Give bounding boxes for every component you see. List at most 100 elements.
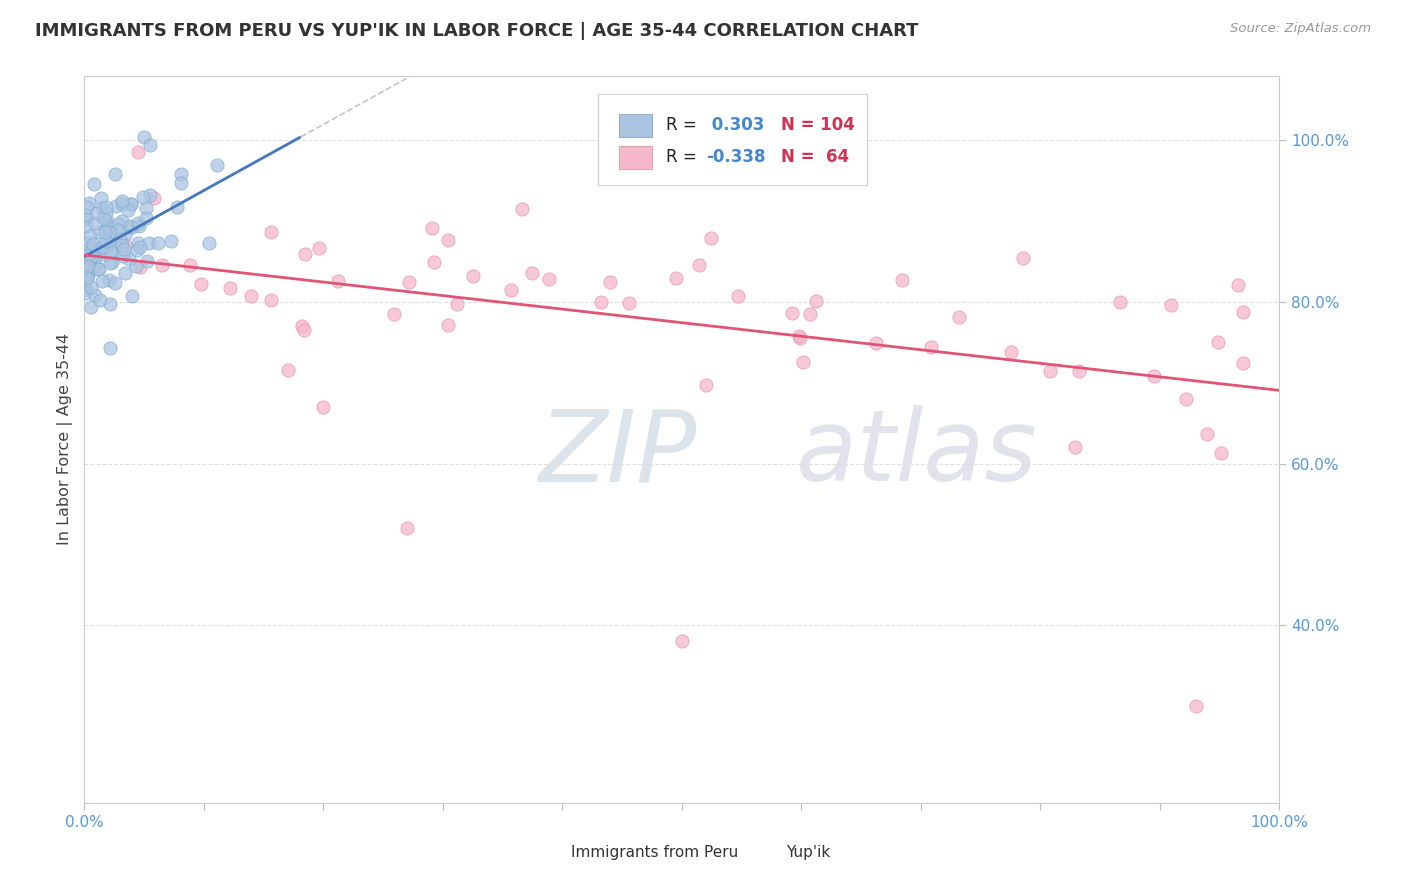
Point — [1232, 304, 1254, 318]
Bar — [533, 843, 562, 863]
Point — [127, 216, 149, 230]
Point — [520, 266, 543, 280]
Bar — [619, 113, 652, 136]
Point — [83, 288, 105, 302]
Point — [77, 253, 100, 268]
Point — [1227, 277, 1250, 292]
Point — [127, 145, 149, 159]
Point — [135, 211, 157, 225]
Point — [83, 178, 105, 192]
Point — [688, 258, 710, 272]
Point — [1063, 440, 1085, 454]
Text: N =  64: N = 64 — [782, 148, 849, 166]
Point — [104, 277, 127, 291]
Point — [80, 245, 103, 260]
Point — [782, 306, 804, 320]
Text: ZIP: ZIP — [538, 405, 697, 502]
Point — [1000, 344, 1022, 359]
Point — [83, 258, 105, 272]
Point — [100, 255, 122, 269]
Point — [125, 260, 148, 274]
Point — [91, 240, 114, 254]
Point — [437, 318, 460, 332]
Point — [1011, 252, 1033, 266]
Point — [111, 237, 134, 252]
Point — [260, 293, 283, 307]
Point — [98, 228, 121, 243]
Point — [98, 273, 121, 287]
Point — [120, 197, 142, 211]
Point — [117, 202, 139, 217]
Point — [77, 242, 100, 256]
Point — [240, 289, 263, 303]
Point — [277, 363, 299, 377]
Point — [98, 341, 121, 355]
Point — [75, 219, 97, 233]
Point — [90, 191, 112, 205]
Point — [94, 234, 117, 248]
Point — [160, 234, 183, 248]
Point — [138, 137, 160, 152]
Point — [98, 244, 121, 258]
Point — [136, 254, 159, 268]
Point — [197, 235, 219, 250]
Y-axis label: In Labor Force | Age 35-44: In Labor Force | Age 35-44 — [58, 334, 73, 545]
Point — [1143, 368, 1166, 383]
Point — [98, 225, 121, 239]
Point — [312, 400, 335, 414]
Point — [104, 199, 127, 213]
Text: 0.303: 0.303 — [706, 116, 765, 135]
Point — [97, 223, 120, 237]
Point — [105, 243, 128, 257]
Point — [111, 197, 134, 211]
Point — [446, 297, 468, 311]
Point — [128, 219, 150, 233]
Point — [537, 272, 560, 286]
Point — [142, 191, 165, 205]
Point — [292, 323, 315, 337]
Point — [1069, 364, 1091, 378]
Point — [948, 310, 970, 325]
Point — [107, 223, 129, 237]
Point — [79, 229, 101, 244]
Point — [139, 187, 162, 202]
Point — [97, 220, 120, 235]
Point — [326, 274, 349, 288]
Point — [107, 217, 129, 231]
Point — [170, 176, 193, 190]
Text: Immigrants from Peru: Immigrants from Peru — [571, 845, 738, 860]
Point — [865, 335, 887, 350]
Point — [1108, 294, 1130, 309]
Point — [799, 307, 821, 321]
Point — [111, 194, 134, 209]
Point — [114, 227, 136, 242]
Point — [76, 259, 98, 273]
Point — [150, 258, 173, 272]
Point — [166, 200, 188, 214]
Point — [75, 235, 97, 250]
Point — [1197, 426, 1219, 441]
Point — [422, 221, 444, 235]
Point — [98, 256, 121, 270]
Text: R =: R = — [666, 148, 703, 166]
Point — [170, 167, 193, 181]
Point — [98, 297, 121, 311]
Point — [138, 236, 160, 251]
Text: N = 104: N = 104 — [782, 116, 855, 135]
Point — [75, 258, 97, 272]
Point — [76, 268, 98, 283]
Point — [1208, 334, 1230, 349]
Point — [89, 293, 111, 308]
Text: R =: R = — [666, 116, 703, 135]
Point — [695, 378, 717, 392]
Point — [82, 249, 104, 263]
Point — [127, 243, 149, 257]
Point — [396, 521, 419, 535]
Point — [76, 200, 98, 214]
Point — [118, 252, 141, 267]
Point — [120, 197, 142, 211]
Point — [80, 279, 103, 293]
Point — [205, 158, 228, 172]
Point — [82, 237, 104, 252]
Point — [179, 258, 201, 272]
